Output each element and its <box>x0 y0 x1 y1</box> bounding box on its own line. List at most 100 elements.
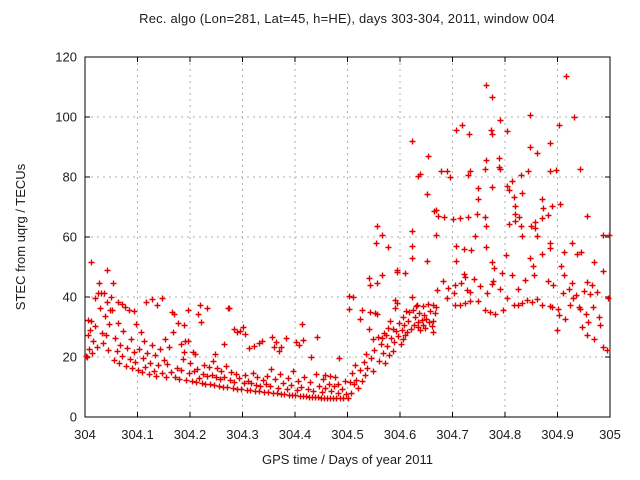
data-point <box>240 324 247 331</box>
data-point <box>574 251 581 258</box>
data-point <box>247 387 254 394</box>
data-point <box>557 201 564 208</box>
data-point <box>534 150 541 157</box>
data-point <box>346 293 353 300</box>
data-point <box>327 373 334 380</box>
data-point <box>181 322 188 329</box>
data-point <box>424 191 431 198</box>
data-point <box>539 215 546 222</box>
data-point <box>185 338 192 345</box>
y-tick-label: 20 <box>63 350 77 365</box>
data-point <box>395 333 402 340</box>
data-point <box>584 332 591 339</box>
data-point <box>157 346 164 353</box>
data-point <box>132 359 139 366</box>
data-point <box>380 350 387 357</box>
data-point <box>467 289 474 296</box>
data-point <box>281 391 288 398</box>
data-point <box>135 367 142 374</box>
data-point <box>374 311 381 318</box>
data-point <box>347 379 354 386</box>
data-point <box>421 312 428 319</box>
data-point <box>310 388 317 395</box>
data-point <box>319 389 326 396</box>
data-point <box>549 304 556 311</box>
data-point <box>214 365 221 372</box>
data-point <box>231 326 238 333</box>
data-point <box>453 127 460 134</box>
data-point <box>348 390 355 397</box>
data-point <box>556 312 563 319</box>
data-point <box>283 335 290 342</box>
data-point <box>475 185 482 192</box>
data-point <box>168 369 175 376</box>
data-point <box>524 297 531 304</box>
data-point <box>532 225 539 232</box>
data-point <box>120 328 127 335</box>
data-point <box>151 368 158 375</box>
data-point <box>236 375 243 382</box>
data-point <box>426 319 433 326</box>
data-point <box>133 321 140 328</box>
data-point <box>90 338 97 345</box>
data-point <box>271 344 278 351</box>
data-point <box>560 290 567 297</box>
data-point <box>272 376 279 383</box>
data-point <box>440 278 447 285</box>
data-point <box>197 302 204 309</box>
data-point <box>178 367 185 374</box>
data-point <box>503 252 510 259</box>
data-point <box>579 324 586 331</box>
data-point <box>115 299 122 306</box>
data-point <box>112 335 119 342</box>
data-point <box>596 314 603 321</box>
data-point <box>441 214 448 221</box>
data-point <box>571 114 578 121</box>
data-point <box>433 232 440 239</box>
data-point <box>549 203 556 210</box>
data-point <box>131 308 138 315</box>
data-point <box>335 390 342 397</box>
data-point <box>228 369 235 376</box>
data-point <box>457 302 464 309</box>
data-point <box>547 168 554 175</box>
data-point <box>423 316 430 323</box>
x-tick-label: 304.1 <box>121 427 154 442</box>
data-point <box>277 371 284 378</box>
data-point <box>213 374 220 381</box>
data-point <box>515 286 522 293</box>
data-point <box>591 336 598 343</box>
data-point <box>432 310 439 317</box>
data-point <box>383 332 390 339</box>
data-point <box>83 353 90 360</box>
data-point <box>545 212 552 219</box>
data-point <box>320 376 327 383</box>
data-point <box>577 306 584 313</box>
data-point <box>561 249 568 256</box>
data-point <box>529 299 536 306</box>
data-point <box>357 316 364 323</box>
data-point <box>92 295 99 302</box>
data-point <box>164 361 171 368</box>
data-point <box>416 310 423 317</box>
data-point <box>290 368 297 375</box>
data-point <box>547 245 554 252</box>
data-point <box>504 128 511 135</box>
data-point <box>483 157 490 164</box>
data-point <box>370 368 377 375</box>
data-point <box>352 362 359 369</box>
data-point <box>491 265 498 272</box>
data-point <box>512 203 519 210</box>
data-point <box>392 305 399 312</box>
data-point <box>509 178 516 185</box>
data-point <box>346 306 353 313</box>
data-point <box>400 314 407 321</box>
data-point <box>102 313 109 320</box>
data-point <box>237 328 244 335</box>
data-point <box>192 351 199 358</box>
data-point <box>223 363 230 370</box>
data-point <box>161 357 168 364</box>
data-point <box>176 376 183 383</box>
data-point <box>585 319 592 326</box>
